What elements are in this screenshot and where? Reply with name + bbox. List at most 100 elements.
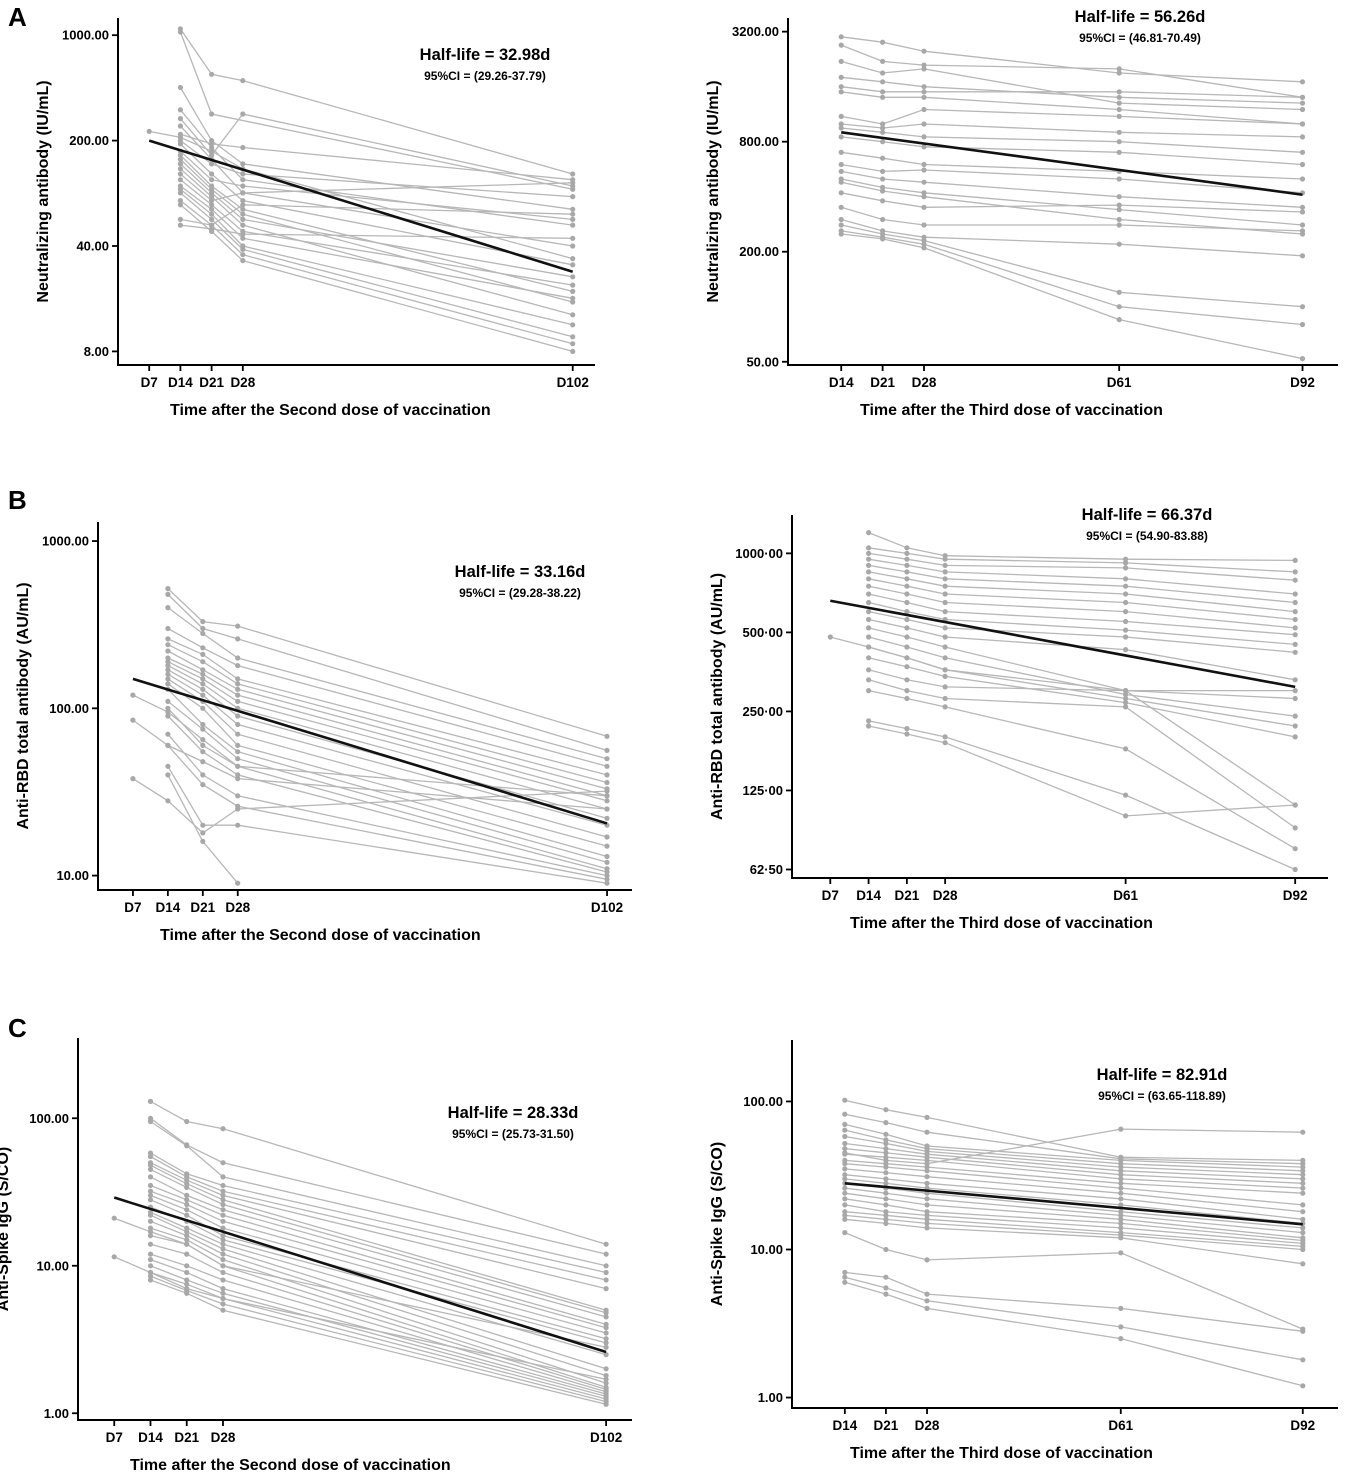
data-point bbox=[200, 749, 206, 755]
data-point bbox=[235, 676, 241, 682]
data-point bbox=[165, 772, 171, 778]
data-point bbox=[866, 634, 872, 640]
x-tick-label: D28 bbox=[230, 375, 255, 390]
data-point bbox=[942, 655, 948, 661]
data-point bbox=[220, 1218, 226, 1224]
ci-label: 95%CI = (46.81-70.49) bbox=[1079, 31, 1201, 45]
data-point bbox=[880, 168, 886, 174]
data-point bbox=[838, 121, 844, 127]
data-point bbox=[240, 206, 246, 212]
data-point bbox=[1300, 1246, 1306, 1253]
data-point bbox=[235, 776, 241, 782]
data-point bbox=[1118, 1126, 1124, 1132]
data-point bbox=[209, 216, 215, 222]
y-axis-title: Neutralizing antibody (IU/mL) bbox=[705, 80, 722, 302]
subject-line bbox=[150, 1176, 607, 1318]
x-tick-label: D7 bbox=[822, 888, 839, 903]
subject-line bbox=[167, 733, 608, 877]
data-point bbox=[1118, 1305, 1124, 1311]
data-point bbox=[842, 1172, 848, 1178]
data-point bbox=[904, 664, 910, 670]
data-point bbox=[842, 1209, 848, 1215]
data-point bbox=[921, 245, 927, 251]
data-point bbox=[1123, 704, 1129, 710]
data-point bbox=[184, 1263, 190, 1269]
data-point bbox=[147, 1192, 154, 1198]
data-point bbox=[1123, 599, 1129, 606]
data-point bbox=[177, 222, 183, 228]
subject-line bbox=[179, 87, 573, 210]
subject-line bbox=[150, 1279, 607, 1405]
data-point bbox=[603, 1376, 609, 1382]
subject-line bbox=[180, 140, 573, 198]
y-tick-label: 10.00 bbox=[36, 1258, 69, 1273]
data-point bbox=[883, 1150, 889, 1156]
data-point bbox=[604, 876, 610, 882]
data-point bbox=[1292, 713, 1298, 719]
data-point bbox=[1292, 695, 1298, 702]
data-point bbox=[942, 644, 948, 650]
data-point bbox=[220, 1201, 226, 1208]
x-tick-label: D14 bbox=[832, 1418, 857, 1433]
data-point bbox=[165, 731, 171, 737]
subject-line bbox=[167, 707, 608, 870]
data-point bbox=[147, 1251, 154, 1257]
half-life-label: Half-life = 66.37d bbox=[1082, 506, 1213, 524]
data-point bbox=[603, 1286, 609, 1292]
data-point bbox=[838, 84, 844, 90]
data-point bbox=[921, 204, 927, 210]
data-point bbox=[1300, 1190, 1306, 1196]
data-point bbox=[184, 1212, 190, 1218]
data-point bbox=[1299, 209, 1306, 215]
data-point bbox=[1300, 1176, 1306, 1182]
data-point bbox=[570, 206, 576, 212]
data-point bbox=[235, 749, 241, 755]
data-point bbox=[147, 1241, 154, 1247]
data-point bbox=[942, 562, 948, 569]
data-point bbox=[177, 216, 183, 222]
data-point bbox=[209, 171, 215, 177]
subject-line bbox=[179, 163, 573, 278]
data-point bbox=[165, 681, 171, 687]
data-point bbox=[1118, 1220, 1124, 1226]
x-tick-label: D102 bbox=[590, 1430, 622, 1445]
data-point bbox=[1116, 94, 1122, 100]
data-point bbox=[165, 648, 171, 654]
data-point bbox=[924, 1180, 930, 1186]
subject-line bbox=[830, 636, 1296, 692]
data-point bbox=[209, 152, 215, 158]
data-point bbox=[604, 733, 610, 739]
x-axis-title: Time after the Second dose of vaccinatio… bbox=[170, 402, 491, 419]
data-point bbox=[604, 843, 610, 849]
subject-line bbox=[841, 91, 1303, 125]
data-point bbox=[604, 834, 610, 840]
data-point bbox=[235, 692, 241, 698]
data-point bbox=[240, 111, 246, 117]
data-point bbox=[1292, 802, 1298, 808]
data-point bbox=[130, 776, 136, 782]
data-point bbox=[838, 204, 844, 210]
subject-line bbox=[167, 715, 608, 873]
data-point bbox=[883, 1131, 889, 1137]
subject-line bbox=[179, 113, 573, 187]
subject-line bbox=[150, 1164, 607, 1311]
subject-line bbox=[844, 1192, 1303, 1239]
data-point bbox=[240, 258, 246, 264]
x-tick-label: D21 bbox=[199, 375, 224, 390]
data-point bbox=[604, 756, 610, 762]
data-point bbox=[942, 556, 948, 562]
subject-line bbox=[167, 744, 608, 880]
data-point bbox=[184, 1184, 190, 1190]
data-point bbox=[904, 545, 910, 551]
data-point bbox=[200, 676, 206, 682]
data-point bbox=[880, 89, 886, 95]
data-point bbox=[866, 688, 872, 694]
data-point bbox=[235, 793, 241, 799]
data-point bbox=[942, 576, 948, 582]
fit-line bbox=[113, 1196, 607, 1354]
data-point bbox=[604, 859, 610, 865]
subject-line bbox=[167, 607, 608, 760]
data-point bbox=[1123, 591, 1129, 597]
data-point bbox=[942, 599, 948, 606]
data-point bbox=[1292, 649, 1298, 655]
